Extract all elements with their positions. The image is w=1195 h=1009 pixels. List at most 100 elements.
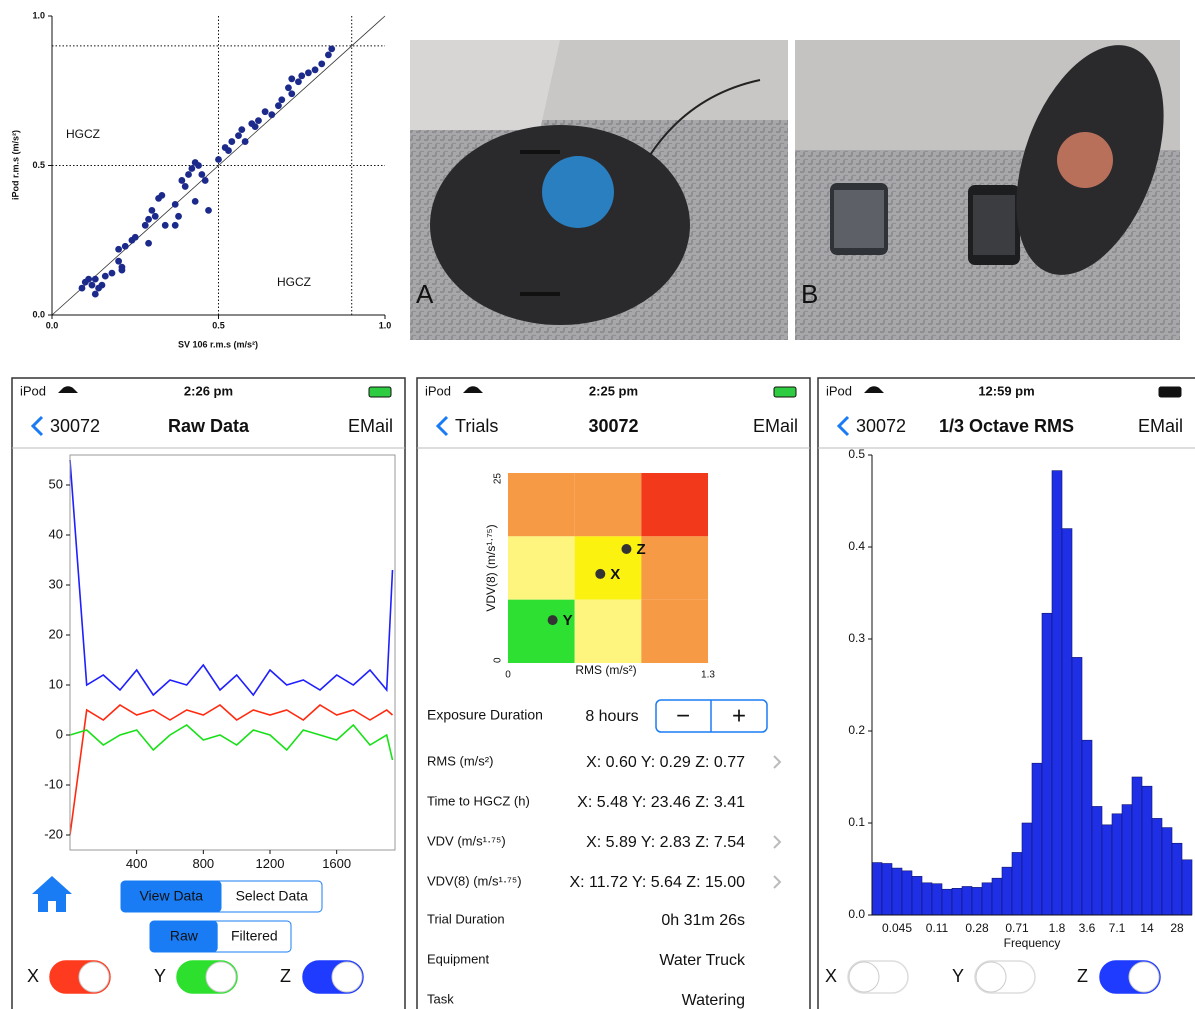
point: [99, 282, 106, 289]
segmented-control[interactable]: Raw Filtered: [150, 921, 291, 952]
x-tick-label: 1.3: [701, 670, 715, 681]
toggle-label: Z: [280, 966, 291, 986]
point: [268, 111, 275, 118]
row-value: X: 11.72 Y: 5.64 Z: 15.00: [569, 874, 745, 891]
y-tick-label: 0: [493, 657, 504, 663]
bar: [1182, 860, 1192, 915]
point: [255, 117, 262, 124]
y-tick-label: -20: [44, 826, 63, 841]
y-tick-label: 0.3: [848, 631, 865, 645]
bar: [1112, 814, 1122, 915]
toggle[interactable]: [303, 961, 363, 993]
row-label: Trial Duration: [427, 911, 505, 926]
zone-cell: [508, 600, 575, 663]
point: [145, 240, 152, 247]
y-tick-label: 30: [49, 576, 63, 591]
x-tick-label: 400: [126, 856, 148, 871]
back-button[interactable]: 30072: [50, 416, 100, 436]
point: [312, 66, 319, 73]
toggle-label: Y: [154, 966, 166, 986]
point: [142, 222, 149, 229]
segment-option[interactable]: Select Data: [236, 888, 309, 904]
zone-cell: [641, 536, 708, 599]
toggle-knob: [79, 962, 109, 992]
bar: [1132, 777, 1142, 915]
point: [175, 213, 182, 220]
point: [195, 162, 202, 169]
battery: [1159, 387, 1181, 397]
bar: [902, 871, 912, 915]
point: [228, 138, 235, 145]
point: [225, 147, 232, 154]
point: [285, 84, 292, 91]
point: [89, 282, 96, 289]
point: [192, 198, 199, 205]
y-axis-title: VDV(8) (m/s¹·⁷⁵): [484, 524, 498, 611]
toggle[interactable]: [975, 961, 1035, 993]
segmented-control[interactable]: View Data Select Data: [121, 881, 322, 912]
point: [548, 615, 558, 625]
row-label: Task: [427, 991, 454, 1006]
x-tick-label: 0.71: [1005, 921, 1029, 935]
back-button[interactable]: 30072: [856, 416, 906, 436]
row-value: Watering: [682, 992, 745, 1009]
segment-option[interactable]: View Data: [139, 888, 203, 904]
y-tick-label: 50: [49, 476, 63, 491]
nav-title: 1/3 Octave RMS: [939, 416, 1074, 436]
action-button[interactable]: EMail: [348, 416, 393, 436]
bar: [1072, 657, 1082, 915]
point: [162, 222, 169, 229]
toggle-label: Z: [1077, 966, 1088, 986]
point: [262, 108, 269, 115]
zone-cell: [641, 473, 708, 536]
point: [109, 270, 116, 277]
action-button[interactable]: EMail: [753, 416, 798, 436]
x-tick-label: 1200: [256, 856, 285, 871]
bar: [932, 884, 942, 915]
point: [115, 246, 122, 253]
stepper-button[interactable]: −: [676, 702, 690, 729]
toggle[interactable]: [1100, 961, 1160, 993]
segment-option[interactable]: Raw: [170, 928, 199, 944]
bar: [1152, 818, 1162, 915]
zone-cell: [641, 600, 708, 663]
point: [92, 276, 99, 283]
bar: [972, 887, 982, 915]
toggle-label: Y: [952, 966, 964, 986]
row-value: 0h 31m 26s: [661, 912, 745, 929]
carrier: iPod: [425, 383, 451, 398]
x-tick-label: 1.0: [379, 321, 392, 331]
y-tick-label: 25: [493, 473, 504, 485]
x-tick-label: 0.5: [212, 321, 225, 331]
toggle[interactable]: [177, 961, 237, 993]
clock: 2:25 pm: [589, 383, 638, 398]
toggle-label: X: [825, 966, 837, 986]
x-axis-title: RMS (m/s²): [575, 663, 636, 677]
stepper[interactable]: −+: [656, 700, 767, 732]
clock: 12:59 pm: [978, 383, 1034, 398]
toggle-knob: [976, 962, 1006, 992]
y-axis-title: iPod r.m.s (m/s²): [10, 130, 20, 200]
row-label: VDV(8) (m/s¹·⁷⁵): [427, 873, 522, 888]
bar: [952, 888, 962, 915]
back-button[interactable]: Trials: [455, 416, 498, 436]
bar: [1012, 852, 1022, 915]
bar: [1142, 786, 1152, 915]
stepper-button[interactable]: +: [732, 702, 746, 729]
clock: 2:26 pm: [184, 383, 233, 398]
bar: [1092, 806, 1102, 915]
point: [158, 192, 165, 199]
action-button[interactable]: EMail: [1138, 416, 1183, 436]
segment-option[interactable]: Filtered: [231, 928, 278, 944]
carrier: iPod: [20, 383, 46, 398]
toggle[interactable]: [50, 961, 110, 993]
bar: [1082, 740, 1092, 915]
bar: [872, 863, 882, 915]
point: [178, 177, 185, 184]
point: [215, 156, 222, 163]
battery: [369, 387, 391, 397]
toggle[interactable]: [848, 961, 908, 993]
row-value: X: 5.48 Y: 23.46 Z: 3.41: [577, 794, 745, 811]
point: [79, 285, 86, 292]
point: [102, 273, 109, 280]
